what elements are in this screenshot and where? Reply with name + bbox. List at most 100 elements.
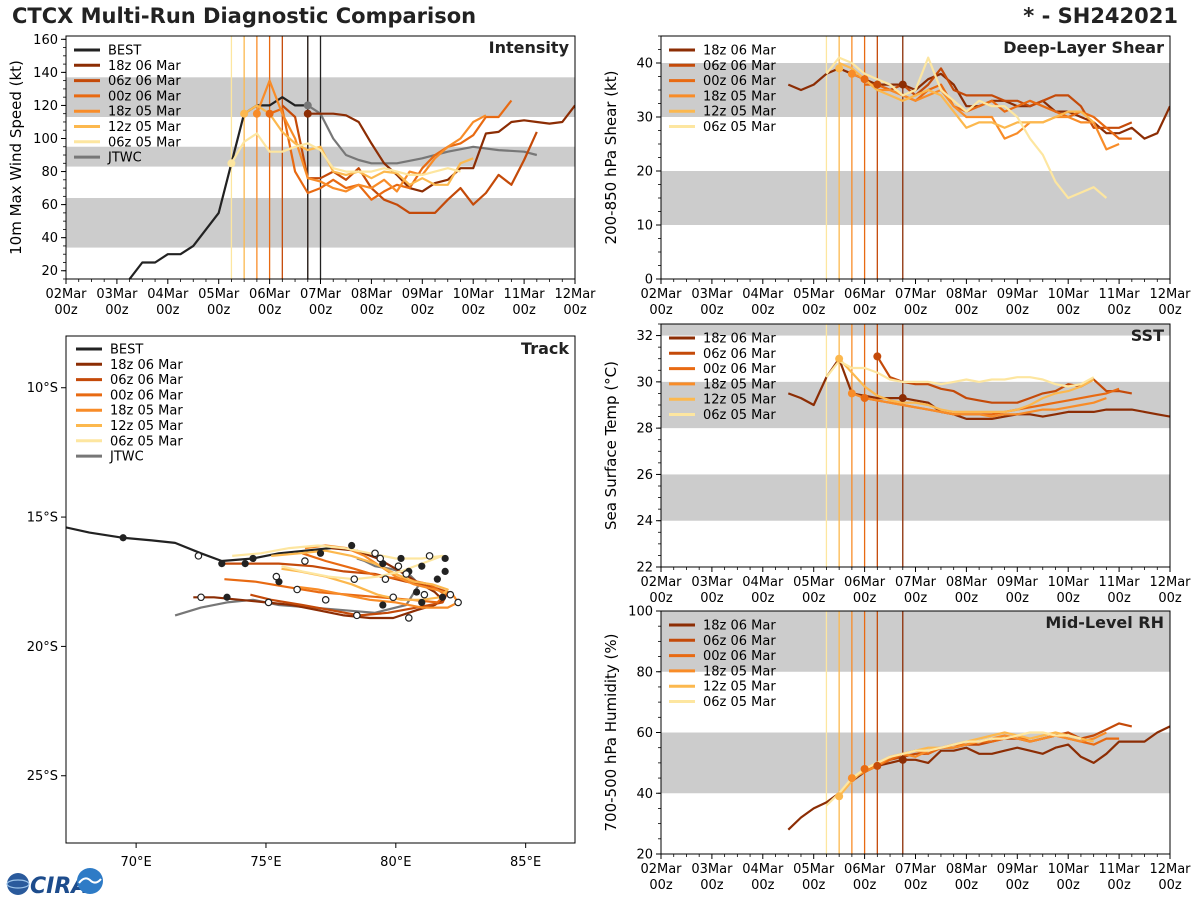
y-tick-label: 22 [636,561,653,576]
legend-label: 18z 05 Mar [110,404,183,419]
series-line-18z-06-mar [307,104,575,193]
init-marker-18z-06-mar [898,80,907,89]
series-group [787,56,1170,200]
series-group [128,79,575,279]
y-tick-label: 28 [636,422,653,437]
x-tick-label: 10Mar [1048,575,1090,590]
x-tick-label: 09Mar [402,287,444,302]
track-dot-open [454,598,462,607]
series-line-jtwc [307,104,538,165]
legend-label: 00z 06 Mar [703,74,776,89]
track-dot-filled [119,534,127,542]
storm-id: * - SH242021 [1023,4,1178,28]
x-tick-label: 00z [411,303,435,318]
x-tick-label: 11Mar [1099,862,1141,877]
x-tick-label: 06Mar [844,575,886,590]
y-axis-label: Sea Surface Temp (°C) [602,361,620,530]
x-tick-label: 12Mar [554,287,596,302]
y-tick-label: 20°S [27,640,58,655]
legend-label: 06z 05 Mar [703,120,776,135]
y-tick-label: 20 [41,264,58,279]
x-tick-label: 00z [751,591,775,606]
track-dot-open [446,590,455,599]
init-marker-00z-06-mar [860,764,869,773]
track-dot-filled [438,593,447,601]
legend-label: JTWC [107,151,142,166]
track-dot-open [371,549,379,558]
track-dot-filled [441,567,449,575]
x-tick-label: 08Mar [351,287,393,302]
track-dot-filled [412,588,421,596]
panel-intensity: 2040608010012014016002Mar00z03Mar00z04Ma… [7,33,596,318]
x-tick-label: 00z [1057,303,1081,318]
x-tick-label: 08Mar [946,575,988,590]
x-tick-label: 00z [1158,591,1182,606]
panel-title: SST [1131,326,1164,345]
track-dot-open [321,596,330,604]
panel-title: Track [521,339,569,358]
track-dot-filled [348,541,356,550]
x-tick-label: 03Mar [691,862,733,877]
init-marker-12z-05-mar [835,354,844,363]
plot-frame [65,335,576,844]
y-tick-label: 40 [636,787,653,802]
x-tick-label: 00z [802,591,826,606]
x-tick-label: 06Mar [249,287,291,302]
init-marker-06z-06-mar [873,80,882,89]
series-group [787,722,1170,831]
x-tick-label: 08Mar [946,862,988,877]
track-dot-filled [223,593,231,601]
y-axis-label: 200-850 hPa Shear (kt) [602,71,620,245]
init-marker-00z-06-mar [860,394,869,403]
series-line-18z-05-mar [851,72,1120,151]
y-tick-label: 0 [645,273,653,288]
y-tick-label: 32 [636,329,653,344]
track-dot-filled [441,554,449,563]
x-tick-label: 02Mar [640,287,682,302]
series-line-18z-05-mar [255,79,487,193]
x-tick-label: 00z [802,303,826,318]
panel-shear: 01020304002Mar00z03Mar00z04Mar00z05Mar00… [602,35,1191,318]
track-dot-open [425,552,434,560]
y-tick-label: 60 [41,198,58,213]
track-dot-open [350,575,359,583]
x-tick-label: 00z [563,303,587,318]
series-line-12z-05-mar [243,104,474,186]
legend-label: 12z 05 Mar [703,393,776,408]
x-tick-label: 00z [700,591,724,606]
x-tick-label: 02Mar [640,862,682,877]
init-marker-18z-05-mar [252,109,261,118]
y-tick-label: 100 [628,605,653,620]
x-tick-label: 00z [1006,591,1030,606]
x-tick-label: 00z [904,878,928,893]
x-tick-label: 02Mar [45,287,87,302]
x-tick-label: 09Mar [997,862,1039,877]
series-group [66,526,462,622]
shaded-band [661,324,1170,336]
x-tick-label: 04Mar [742,287,784,302]
init-marker-00z-06-mar [265,109,274,118]
cira-logo: CIRA [6,868,103,899]
series-line-06z-05-mar [230,132,461,176]
track-line-12z-05-mar [271,549,449,601]
x-tick-label: 00z [955,303,979,318]
series-line-06z-06-mar [876,67,1133,129]
init-marker-12z-05-mar [240,109,249,118]
globe-ring-icon [6,879,30,889]
y-tick-label: 40 [41,231,58,246]
series-line-06z-06-mar [281,104,538,214]
series-line-00z-06-mar [269,99,513,201]
x-tick-label: 00z [751,303,775,318]
legend-label: BEST [110,343,143,358]
x-tick-label: 12Mar [1149,287,1191,302]
series-line-12z-05-mar [838,61,1095,129]
x-tick-label: 00z [360,303,384,318]
panel-rh: 2040608010002Mar00z03Mar00z04Mar00z05Mar… [602,605,1191,894]
x-tick-label: 00z [105,303,129,318]
x-tick-label: 09Mar [997,575,1039,590]
x-tick-label: 11Mar [1099,287,1141,302]
y-tick-label: 10 [636,219,653,234]
